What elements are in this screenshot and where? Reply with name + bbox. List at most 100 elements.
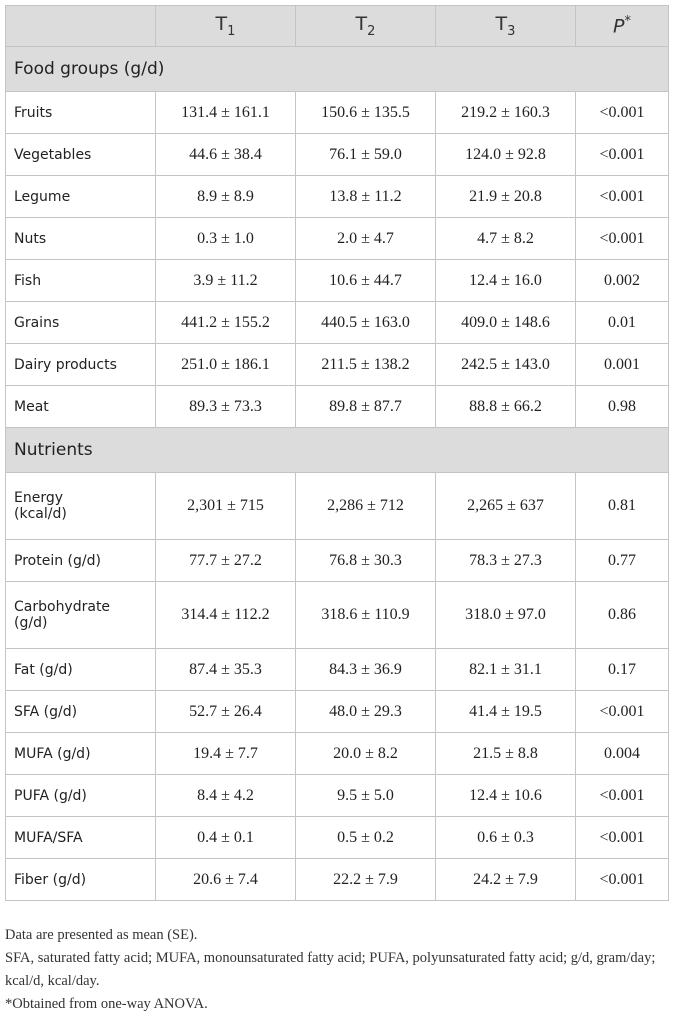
table-cell: 314.4 ± 112.2	[155, 581, 296, 649]
table-cell: 88.8 ± 66.2	[435, 385, 576, 428]
table-cell: 440.5 ± 163.0	[295, 301, 436, 344]
table-cell: <0.001	[575, 858, 669, 901]
table-cell: <0.001	[575, 816, 669, 859]
header-cell: T2	[295, 5, 436, 47]
table-cell: 89.8 ± 87.7	[295, 385, 436, 428]
table-row: Meat 89.3 ± 73.3 89.8 ± 87.7 88.8 ± 66.2 0.9…	[5, 385, 669, 428]
header-text: T	[215, 13, 228, 36]
table-cell: 0.77	[575, 539, 669, 582]
table-cell: <0.001	[575, 774, 669, 817]
header-row: T1 T2 T3 P*	[5, 5, 669, 47]
table-cell: 10.6 ± 44.7	[295, 259, 436, 302]
table-cell: <0.001	[575, 690, 669, 733]
row-label-line: Fiber (g/d)	[14, 871, 87, 888]
table-row: Fruits 131.4 ± 161.1 150.6 ± 135.5 219.2 ± …	[5, 91, 669, 134]
table-row: Dairy products 251.0 ± 186.1 211.5 ± 138.2…	[5, 343, 669, 386]
table-cell: 2.0 ± 4.7	[295, 217, 436, 260]
row-label: Dairy products	[5, 343, 156, 386]
table-cell: 124.0 ± 92.8	[435, 133, 576, 176]
row-label: Energy (kcal/d)	[5, 472, 156, 540]
table-cell: 2,286 ± 712	[295, 472, 436, 540]
table-row: Fish 3.9 ± 11.2 10.6 ± 44.7 12.4 ± 16.0 0.00…	[5, 259, 669, 302]
table-cell: 409.0 ± 148.6	[435, 301, 576, 344]
table-cell: 441.2 ± 155.2	[155, 301, 296, 344]
row-label: Grains	[5, 301, 156, 344]
table-cell: 48.0 ± 29.3	[295, 690, 436, 733]
row-label: Fiber (g/d)	[5, 858, 156, 901]
footnote: *Obtained from one-way ANOVA.	[5, 996, 208, 1012]
table-cell: 12.4 ± 10.6	[435, 774, 576, 817]
table-cell: <0.001	[575, 175, 669, 218]
row-label: MUFA/SFA	[5, 816, 156, 859]
table-cell: 242.5 ± 143.0	[435, 343, 576, 386]
table-cell: 0.86	[575, 581, 669, 649]
row-label: Carbohydrate (g/d)	[5, 581, 156, 649]
table-cell: 0.17	[575, 648, 669, 691]
section-row: Nutrients	[5, 427, 669, 473]
row-label: Nuts	[5, 217, 156, 260]
table-cell: 2,301 ± 715	[155, 472, 296, 540]
table-cell: 219.2 ± 160.3	[435, 91, 576, 134]
row-label-line: Grains	[14, 314, 60, 331]
table-cell: 251.0 ± 186.1	[155, 343, 296, 386]
table-cell: 52.7 ± 26.4	[155, 690, 296, 733]
table-cell: 318.0 ± 97.0	[435, 581, 576, 649]
section-row: Food groups (g/d)	[5, 46, 669, 92]
row-label-line: (kcal/d)	[14, 506, 67, 522]
row-label-line: Fat (g/d)	[14, 661, 73, 678]
row-label: SFA (g/d)	[5, 690, 156, 733]
row-label: MUFA (g/d)	[5, 732, 156, 775]
table-row: MUFA (g/d) 19.4 ± 7.7 20.0 ± 8.2 21.5 ± 8.8…	[5, 732, 669, 775]
row-label-line: Protein (g/d)	[14, 552, 101, 569]
row-label-line: (g/d)	[14, 615, 48, 631]
table-cell: <0.001	[575, 91, 669, 134]
table-cell: 87.4 ± 35.3	[155, 648, 296, 691]
header-text: T	[495, 13, 508, 36]
table-cell: 76.1 ± 59.0	[295, 133, 436, 176]
table-cell: 21.9 ± 20.8	[435, 175, 576, 218]
row-label: Protein (g/d)	[5, 539, 156, 582]
footnote: Data are presented as mean (SE).	[5, 927, 198, 943]
table-row: Nuts 0.3 ± 1.0 2.0 ± 4.7 4.7 ± 8.2 <0.001	[5, 217, 669, 260]
row-label: Fish	[5, 259, 156, 302]
header-cell: P*	[575, 5, 669, 47]
row-label: Legume	[5, 175, 156, 218]
table-cell: 0.98	[575, 385, 669, 428]
table-cell: <0.001	[575, 133, 669, 176]
table-cell: 8.9 ± 8.9	[155, 175, 296, 218]
header-cell: T1	[155, 5, 296, 47]
header-sup: *	[624, 14, 631, 30]
row-label-line: MUFA (g/d)	[14, 745, 91, 762]
table-cell: 8.4 ± 4.2	[155, 774, 296, 817]
table-cell: 24.2 ± 7.9	[435, 858, 576, 901]
table-cell: 211.5 ± 138.2	[295, 343, 436, 386]
row-label-line: Energy	[14, 490, 64, 506]
table-cell: 4.7 ± 8.2	[435, 217, 576, 260]
row-label-line: Meat	[14, 398, 49, 415]
table-cell: 20.6 ± 7.4	[155, 858, 296, 901]
table-cell: 77.7 ± 27.2	[155, 539, 296, 582]
table-cell: 0.002	[575, 259, 669, 302]
row-label: PUFA (g/d)	[5, 774, 156, 817]
row-label-line: MUFA/SFA	[14, 829, 83, 846]
table-cell: 84.3 ± 36.9	[295, 648, 436, 691]
table-row: Protein (g/d) 77.7 ± 27.2 76.8 ± 30.3 78.3 …	[5, 539, 669, 582]
table-cell: 2,265 ± 637	[435, 472, 576, 540]
header-cell	[5, 5, 156, 47]
table-cell: 318.6 ± 110.9	[295, 581, 436, 649]
table-row: PUFA (g/d) 8.4 ± 4.2 9.5 ± 5.0 12.4 ± 10.6 <…	[5, 774, 669, 817]
table-cell: 12.4 ± 16.0	[435, 259, 576, 302]
table-cell: 9.5 ± 5.0	[295, 774, 436, 817]
table-cell: <0.001	[575, 217, 669, 260]
table-row: Carbohydrate (g/d) 314.4 ± 112.2 318.6 ± 11…	[5, 581, 669, 649]
table-cell: 44.6 ± 38.4	[155, 133, 296, 176]
row-label-line: Fruits	[14, 104, 53, 121]
table-row: Grains 441.2 ± 155.2 440.5 ± 163.0 409.0 ± …	[5, 301, 669, 344]
table-cell: 21.5 ± 8.8	[435, 732, 576, 775]
table-cell: 82.1 ± 31.1	[435, 648, 576, 691]
section-title: Nutrients	[5, 427, 669, 473]
table-cell: 0.3 ± 1.0	[155, 217, 296, 260]
row-label-line: Dairy products	[14, 356, 117, 373]
table-row: SFA (g/d) 52.7 ± 26.4 48.0 ± 29.3 41.4 ± 19…	[5, 690, 669, 733]
